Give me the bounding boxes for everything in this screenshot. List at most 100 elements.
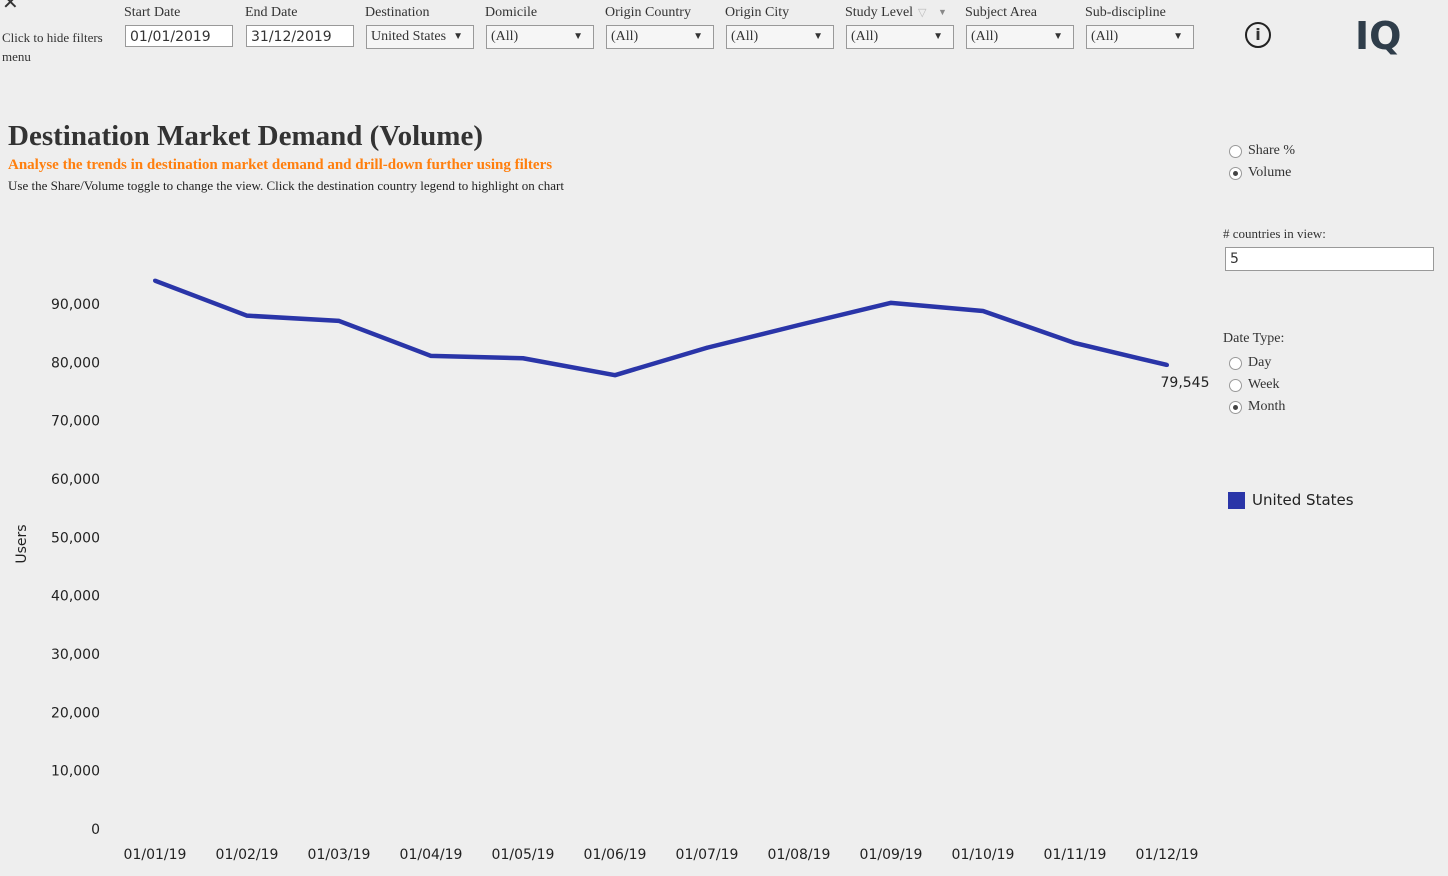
chevron-down-icon: ▼ (453, 31, 463, 42)
data-point (429, 353, 433, 358)
radio-icon (1229, 144, 1242, 158)
hide-filters-link[interactable]: Click to hide filters menu (2, 30, 103, 64)
x-tick-label: 01/08/19 (768, 847, 831, 863)
radio-icon (1229, 400, 1242, 414)
chevron-down-icon: ▼ (573, 31, 583, 42)
end-date-label: End Date (245, 5, 298, 20)
x-tick-label: 01/06/19 (584, 847, 647, 863)
study-level-menu-icon[interactable]: ▼ (938, 7, 947, 17)
date-type-week[interactable]: Week (1229, 377, 1280, 393)
radio-icon (1229, 356, 1242, 370)
iq-logo: IQ (1355, 14, 1402, 58)
data-point (153, 278, 157, 283)
radio-label: Day (1248, 355, 1272, 370)
study-level-select[interactable]: (All) ▼ (846, 25, 954, 49)
countries-input[interactable]: 5 (1225, 247, 1434, 271)
chevron-down-icon: ▼ (693, 31, 703, 42)
origin-country-value: (All) (611, 29, 639, 44)
data-point (245, 313, 249, 318)
radio-label: Month (1248, 399, 1286, 414)
chevron-down-icon: ▼ (1173, 31, 1183, 42)
legend-label: United States (1252, 491, 1354, 509)
study-level-value: (All) (851, 29, 879, 44)
y-tick-label: 50,000 (51, 530, 100, 546)
x-tick-label: 01/03/19 (308, 847, 371, 863)
domicile-select[interactable]: (All) ▼ (486, 25, 594, 49)
chevron-down-icon: ▼ (1053, 31, 1063, 42)
x-tick-label: 01/01/19 (124, 847, 187, 863)
radio-label: Share % (1248, 143, 1296, 158)
destination-label: Destination (365, 5, 430, 20)
date-type-month[interactable]: Month (1229, 399, 1285, 415)
date-type-day[interactable]: Day (1229, 355, 1271, 371)
x-tick-label: 01/05/19 (492, 847, 555, 863)
start-date-input[interactable]: 01/01/2019 (125, 25, 233, 47)
subject-area-value: (All) (971, 29, 999, 44)
radio-label: Volume (1248, 165, 1292, 180)
radio-icon (1229, 378, 1242, 392)
study-level-label: Study Level (845, 5, 914, 20)
data-point (1073, 341, 1077, 346)
domicile-label: Domicile (485, 5, 538, 20)
radio-icon (1229, 166, 1242, 180)
y-tick-label: 60,000 (51, 472, 100, 488)
chevron-down-icon: ▼ (933, 31, 943, 42)
series-line-united-states (154, 278, 1168, 378)
y-tick-label: 80,000 (51, 355, 100, 371)
domicile-value: (All) (491, 29, 519, 44)
origin-city-value: (All) (731, 29, 759, 44)
origin-city-select[interactable]: (All) ▼ (726, 25, 834, 49)
subject-area-label: Subject Area (965, 5, 1037, 20)
y-tick-label: 90,000 (51, 297, 100, 313)
end-value-label: 79,545 (1161, 375, 1210, 391)
data-point (889, 300, 893, 305)
y-tick-label: 40,000 (51, 589, 100, 605)
countries-label: # countries in view: (1223, 226, 1326, 241)
sub-discipline-label: Sub-discipline (1085, 5, 1166, 20)
info-icon[interactable]: i (1245, 22, 1271, 48)
end-date-input[interactable]: 31/12/2019 (246, 25, 354, 47)
close-filters-icon[interactable]: ✕ (2, 0, 19, 14)
x-tick-label: 01/09/19 (860, 847, 923, 863)
legend-swatch (1228, 491, 1245, 509)
x-tick-label: 01/02/19 (216, 847, 279, 863)
y-tick-label: 70,000 (51, 414, 100, 430)
x-tick-label: 01/12/19 (1136, 847, 1199, 863)
origin-city-label: Origin City (725, 5, 790, 20)
line-chart: 0 10,000 20,000 30,000 40,000 50,000 60,000 70,… (14, 278, 1210, 863)
data-point (705, 345, 709, 350)
data-point (1165, 362, 1169, 367)
page-title: Destination Market Demand (Volume) (8, 120, 483, 152)
page-subtitle: Analyse the trends in destination market… (8, 157, 553, 173)
x-tick-label: 01/11/19 (1044, 847, 1107, 863)
y-axis-label: Users (14, 524, 30, 563)
origin-country-label: Origin Country (605, 5, 691, 20)
sub-discipline-value: (All) (1091, 29, 1119, 44)
y-tick-label: 10,000 (51, 764, 100, 780)
y-tick-label: 30,000 (51, 647, 100, 663)
data-point (337, 318, 341, 323)
data-point (797, 323, 801, 327)
view-option-share[interactable]: Share % (1229, 143, 1295, 159)
data-point (613, 373, 617, 378)
date-type-label: Date Type: (1223, 331, 1285, 346)
origin-country-select[interactable]: (All) ▼ (606, 25, 714, 49)
destination-value: United States (371, 29, 447, 44)
chevron-down-icon: ▼ (813, 31, 823, 42)
x-tick-label: 01/10/19 (952, 847, 1015, 863)
start-date-label: Start Date (124, 5, 181, 20)
page-description: Use the Share/Volume toggle to change th… (8, 178, 564, 193)
legend-item-united-states[interactable]: United States (1228, 491, 1354, 509)
x-tick-label: 01/04/19 (400, 847, 463, 863)
filter-funnel-icon: ▽ (918, 7, 927, 19)
sub-discipline-select[interactable]: (All) ▼ (1086, 25, 1194, 49)
subject-area-select[interactable]: (All) ▼ (966, 25, 1074, 49)
x-tick-label: 01/07/19 (676, 847, 739, 863)
view-option-volume[interactable]: Volume (1229, 165, 1291, 181)
y-tick-label: 20,000 (51, 705, 100, 721)
data-point (521, 356, 525, 361)
destination-select[interactable]: United States ▼ (366, 25, 474, 49)
radio-label: Week (1248, 377, 1280, 392)
y-tick-label: 0 (91, 822, 100, 838)
data-point (981, 309, 985, 313)
